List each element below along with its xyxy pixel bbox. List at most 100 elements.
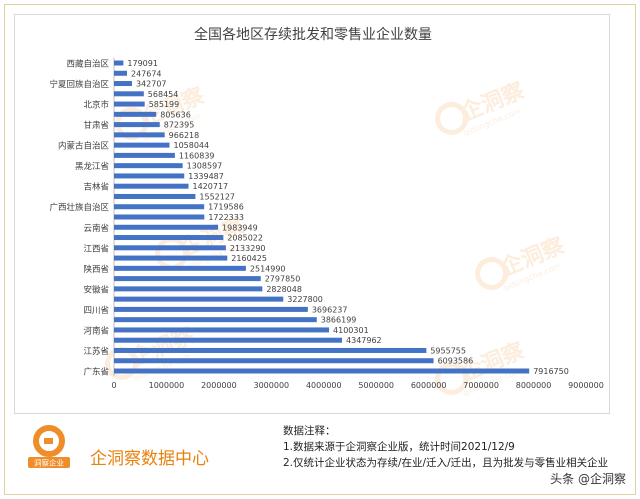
category-label: 宁夏回族自治区 — [49, 79, 109, 90]
data-label: 5955755 — [430, 346, 466, 355]
bar — [114, 152, 175, 158]
category-label: 黑龙江省 — [75, 161, 110, 172]
data-label: 247674 — [131, 69, 162, 78]
data-label: 568454 — [148, 90, 179, 99]
data-label: 966218 — [169, 131, 200, 140]
bar — [114, 235, 224, 241]
data-label: 872395 — [164, 121, 195, 130]
data-label: 3696237 — [312, 305, 348, 314]
bar — [114, 183, 189, 189]
data-notes: 数据注释： 1.数据来源于企洞察企业版，统计时间2021/12/9 2.仅统计企… — [283, 423, 628, 471]
category-label: 四川省 — [83, 305, 109, 316]
bar — [114, 163, 183, 169]
x-tick-label: 6000000 — [411, 381, 447, 390]
bar — [114, 204, 205, 210]
data-label: 1983949 — [222, 223, 258, 232]
data-label: 179091 — [127, 59, 158, 68]
x-tick-label: 1000000 — [149, 381, 185, 390]
x-tick-label: 3000000 — [254, 381, 290, 390]
bar — [114, 276, 261, 282]
data-label: 1160839 — [179, 151, 215, 160]
attribution-label: 头条 @企洞察 — [550, 472, 626, 486]
bar — [114, 265, 246, 271]
bar — [114, 317, 317, 323]
bar — [114, 60, 124, 66]
data-label: 585199 — [149, 100, 180, 109]
data-label: 3866199 — [321, 316, 357, 325]
category-label: 江苏省 — [83, 346, 109, 357]
bar — [114, 368, 530, 374]
data-label: 1308597 — [187, 162, 223, 171]
bar — [114, 296, 284, 302]
bar-chart: 企洞察qidongcha.com企洞察qidongcha.com企洞察qidon… — [49, 26, 603, 398]
bar — [114, 111, 157, 117]
logo-caption: 洞察企业 — [34, 458, 64, 468]
bar — [114, 193, 196, 199]
brand-title: 企洞察数据中心 — [90, 449, 209, 469]
category-label: 河南省 — [83, 325, 109, 336]
data-label: 1058044 — [173, 141, 209, 150]
data-label: 1552127 — [199, 192, 235, 201]
x-tick-label: 7000000 — [463, 381, 499, 390]
category-label: 广东省 — [83, 367, 109, 378]
data-label: 2085022 — [227, 234, 263, 243]
bar — [114, 91, 144, 97]
data-label: 2797850 — [265, 275, 301, 284]
note-scope: 2.仅统计企业状态为存续/在业/迁入/迁出，且为批发与零售业相关企业 — [283, 457, 609, 469]
data-label: 1719586 — [208, 203, 244, 212]
page-frame — [4, 4, 636, 495]
bar — [114, 70, 127, 76]
data-label: 1420717 — [193, 182, 229, 191]
data-label: 2828048 — [266, 285, 302, 294]
category-label: 陕西省 — [83, 264, 109, 275]
x-tick-label: 8000000 — [516, 381, 552, 390]
category-label: 广西壮族自治区 — [49, 202, 109, 213]
bar — [114, 173, 185, 179]
category-label: 云南省 — [83, 223, 109, 234]
bar — [114, 101, 145, 107]
bar — [114, 214, 205, 220]
category-label: 江西省 — [83, 243, 109, 254]
data-label: 7916750 — [533, 367, 569, 376]
bar — [114, 306, 308, 312]
x-tick-label: 4000000 — [306, 381, 342, 390]
bar — [114, 245, 226, 251]
brand-logo: 洞察企业 — [28, 425, 70, 468]
bar — [114, 358, 434, 364]
chart-title: 全国各地区存续批发和零售业企业数量 — [194, 26, 432, 43]
note-source: 1.数据来源于企洞察企业版，统计时间2021/12/9 — [283, 441, 515, 453]
data-label: 6093586 — [438, 357, 474, 366]
bar — [114, 224, 219, 230]
x-tick-label: 9000000 — [568, 381, 604, 390]
data-label: 805636 — [160, 110, 191, 119]
bar — [114, 347, 427, 353]
bar — [114, 132, 165, 138]
data-label: 1339487 — [188, 172, 224, 181]
chart-container: 企洞察 qidongcha.com 企洞察 qidongcha.com 企洞察 qidon… — [14, 14, 610, 414]
category-label: 内蒙古自治区 — [58, 141, 110, 152]
data-label: 2133290 — [230, 244, 266, 253]
bar — [114, 337, 343, 343]
x-tick-label: 2000000 — [201, 381, 237, 390]
data-label: 3227800 — [287, 295, 323, 304]
data-label: 2514990 — [250, 264, 286, 273]
data-label: 1722333 — [208, 213, 244, 222]
category-label: 北京市 — [83, 100, 109, 111]
bar — [114, 122, 160, 128]
category-label: 吉林省 — [83, 182, 109, 193]
data-label: 342707 — [136, 80, 167, 89]
bar — [114, 255, 228, 261]
x-tick-label: 5000000 — [358, 381, 394, 390]
data-label: 4347962 — [346, 336, 382, 345]
category-label: 西藏自治区 — [66, 59, 109, 70]
category-label: 安徽省 — [83, 284, 109, 295]
bar — [114, 327, 330, 333]
category-label: 甘肃省 — [83, 120, 109, 131]
bar — [114, 142, 170, 148]
x-tick-labels-group: 0 1000000 2000000 3000000 4000000 5000000 6000… — [111, 381, 603, 390]
data-label: 4100301 — [333, 326, 369, 335]
data-label: 2160425 — [231, 254, 267, 263]
